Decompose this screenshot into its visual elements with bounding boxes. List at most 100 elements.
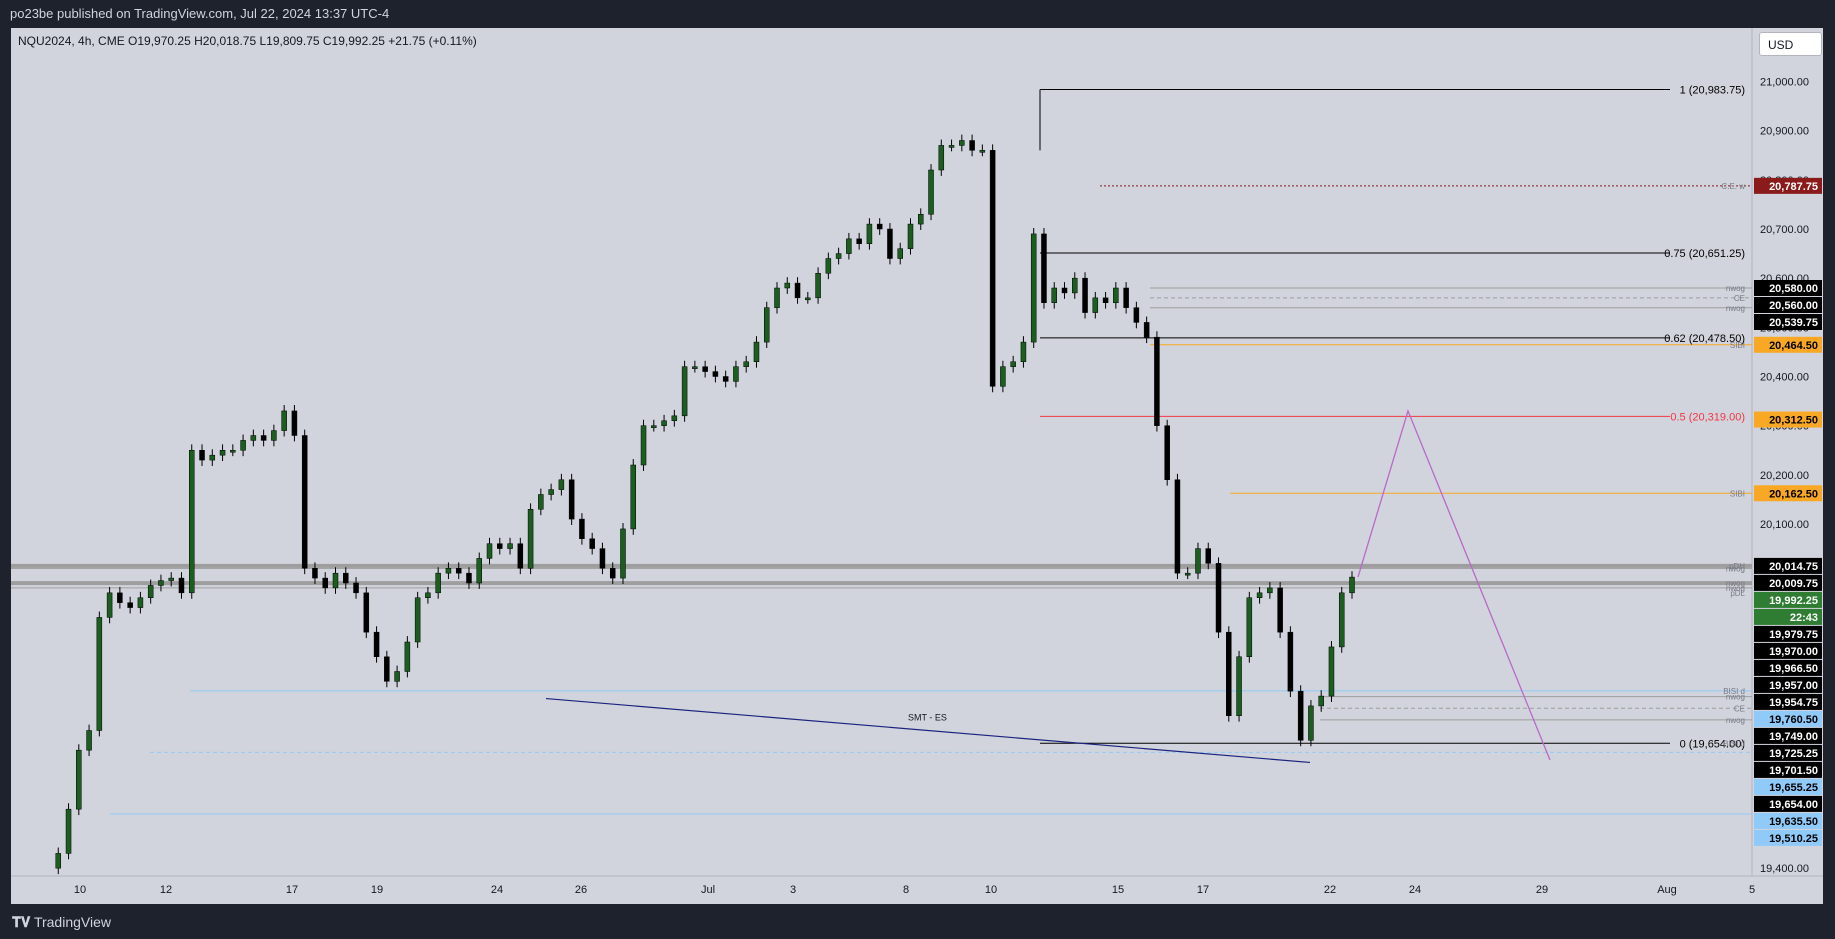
price-label-tag [1754,574,1822,591]
candle-body [763,307,770,343]
candle-body [466,572,472,584]
price-label-text: 20,014.75 [1769,561,1818,573]
candle-body [712,371,719,377]
candle-body [1226,631,1232,717]
chart-pane[interactable] [11,28,1823,904]
y-tick-label: 19,400.00 [1760,863,1809,875]
price-label-text: 19,510.25 [1769,833,1818,845]
projection-path [1357,408,1551,761]
x-tick-label: 22 [1324,884,1336,896]
candle-body [291,410,298,436]
candle-body [1174,479,1181,574]
candle-body [240,440,246,451]
candle-body [1000,366,1006,387]
candle-body [1297,690,1304,741]
fib-label: 0.75 (20,651.25) [1664,248,1745,260]
candle-body [897,248,903,259]
x-tick-label: Jul [701,884,715,896]
candle-body [96,617,103,731]
candle-body [1195,548,1201,574]
price-label-tag [1754,608,1822,625]
candle-body [117,592,123,603]
candle-body [548,489,554,495]
x-tick-label: 26 [575,884,587,896]
candle-body [1051,287,1057,303]
candle-body [455,568,462,574]
currency-button[interactable]: USD [1759,32,1822,56]
candle-body [137,597,144,608]
candle-body [1030,233,1037,343]
candle-body [271,430,277,441]
price-label-text: 19,725.25 [1769,748,1818,760]
zone-annotation: C.E. w [1721,182,1745,191]
tradingview-logo-icon[interactable]: 𝐓𝐕 [12,914,31,930]
zone-annotation: SIBI [1730,341,1745,350]
candle-body [127,602,133,608]
price-label-tag [1754,336,1822,353]
candle-body [497,543,503,549]
candle-body [887,228,893,259]
y-tick-label: 20,400.00 [1760,372,1809,384]
candle-body [979,150,986,153]
candle-body [147,585,154,598]
smt-line [545,697,1311,764]
candle-body [230,450,236,453]
candle-body [681,366,688,417]
candle-body [486,543,493,559]
candle-body [671,415,678,422]
candle-body [538,494,544,510]
candle-body [774,287,780,308]
price-label-text: 19,957.00 [1769,680,1818,692]
price-label-tag [1754,778,1822,795]
candle-body [199,450,205,461]
x-tick-label: 15 [1112,884,1124,896]
price-label-tag [1754,591,1822,608]
price-label-tag [1754,297,1822,313]
price-label-text: 19,635.50 [1769,816,1818,828]
price-label-text: 19,992.25 [1769,595,1818,607]
candle-body [1246,597,1253,657]
candle-body [65,808,72,854]
candle-body [620,528,626,579]
price-label-text: 19,966.50 [1769,663,1818,675]
price-label-tag [1754,314,1822,330]
candle-body [1020,341,1027,363]
price-label-tag [1754,761,1822,778]
candle-body [55,853,62,869]
price-label-tag [1754,727,1822,744]
y-tick-label: 20,100.00 [1760,519,1809,531]
x-tick-label: 19 [371,884,383,896]
candle-body [856,238,862,244]
price-label-tag [1754,795,1822,812]
candle-body [250,435,257,441]
zone-annotation: nwog [1726,284,1745,293]
candle-body [1082,277,1088,313]
candle-body [784,282,791,289]
zone-annotation: nwog [1726,693,1745,702]
candle-body [414,597,421,643]
candle-body [86,730,92,751]
candle-body [76,749,82,810]
y-tick-label: 21,000.00 [1760,77,1809,89]
price-label-text: 20,580.00 [1769,283,1818,295]
x-tick-label: 12 [160,884,172,896]
y-tick-label: 20,700.00 [1760,224,1809,236]
candle-body [1256,592,1263,598]
candle-body [743,361,749,367]
candle-body [178,577,185,594]
price-label-tag [1754,659,1822,676]
y-tick-label: 20,900.00 [1760,126,1809,138]
candle-body [209,454,216,461]
candle-body [445,568,452,574]
candle-body [948,145,955,148]
candle-body [815,273,821,299]
candle-body [918,214,924,225]
candle-body [158,580,164,586]
price-label-tag [1754,812,1822,829]
candle-body [733,366,739,382]
candle-body [527,509,534,569]
price-label-tag [1754,642,1822,659]
price-label-text: 20,464.50 [1769,340,1818,352]
price-label-text: 19,954.75 [1769,697,1818,709]
